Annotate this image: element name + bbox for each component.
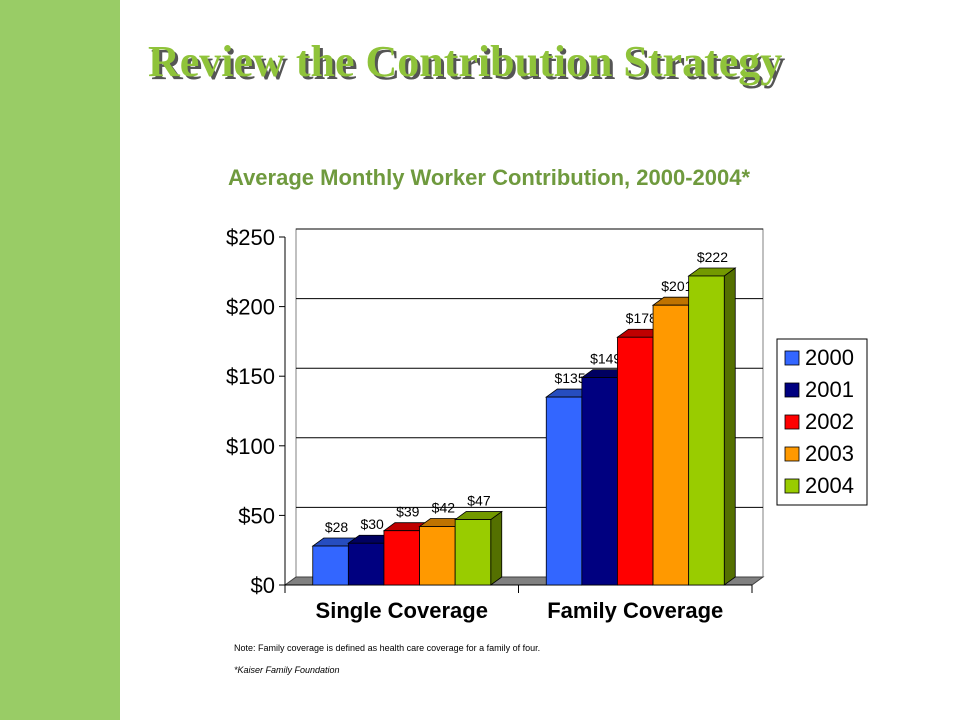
y-tick-label: $50 <box>238 503 275 528</box>
x-category-label: Family Coverage <box>547 598 723 623</box>
data-label: $201 <box>661 278 692 294</box>
bar-2003-1 <box>652 304 690 586</box>
source-note: *Kaiser Family Foundation <box>234 665 340 675</box>
y-tick-label: $100 <box>226 434 275 459</box>
legend-label-2003: 2003 <box>805 441 854 466</box>
y-tick-label: $250 <box>226 225 275 250</box>
legend-swatch-2000 <box>784 350 800 366</box>
y-tick-label: $0 <box>251 573 275 598</box>
bar-2001-1 <box>581 377 618 586</box>
legend-swatch-2003 <box>784 446 800 462</box>
legend-label-2002: 2002 <box>805 409 854 434</box>
legend-label-2004: 2004 <box>805 473 854 498</box>
x-category-label: Single Coverage <box>316 598 488 623</box>
bar-2002-1 <box>617 336 654 586</box>
bar-2004-1 <box>688 275 725 586</box>
data-label: $39 <box>396 504 420 520</box>
bar-2001-0 <box>347 542 385 586</box>
data-label: $149 <box>590 351 621 367</box>
legend-label-2001: 2001 <box>805 377 854 402</box>
legend-swatch-2002 <box>784 414 800 430</box>
coverage-definition-note: Note: Family coverage is defined as heal… <box>234 643 541 653</box>
legend-swatch-2001 <box>784 382 800 398</box>
data-label: $47 <box>467 493 491 509</box>
bar-2002-0 <box>383 530 420 586</box>
data-label: $30 <box>360 516 384 532</box>
data-label: $42 <box>432 500 456 516</box>
data-label: $178 <box>626 310 657 326</box>
legend-label-2000: 2000 <box>805 345 854 370</box>
bar-side-2004 <box>723 267 736 586</box>
bar-2004-0 <box>454 519 492 586</box>
y-tick-label: $150 <box>226 364 275 389</box>
bar-2000-0 <box>312 545 349 586</box>
slide-title: Review the Contribution Strategy <box>148 37 783 86</box>
legend-swatch-2004 <box>784 478 800 494</box>
data-label: $28 <box>325 519 349 535</box>
chart-title: Average Monthly Worker Contribution, 200… <box>228 165 751 190</box>
bar-2000-1 <box>545 396 583 586</box>
side-accent-bar <box>0 0 120 720</box>
data-label: $222 <box>697 249 728 265</box>
bar-2003-0 <box>419 526 456 586</box>
bar-side-2004 <box>490 510 503 586</box>
y-tick-label: $200 <box>226 295 275 320</box>
data-label: $135 <box>554 370 585 386</box>
